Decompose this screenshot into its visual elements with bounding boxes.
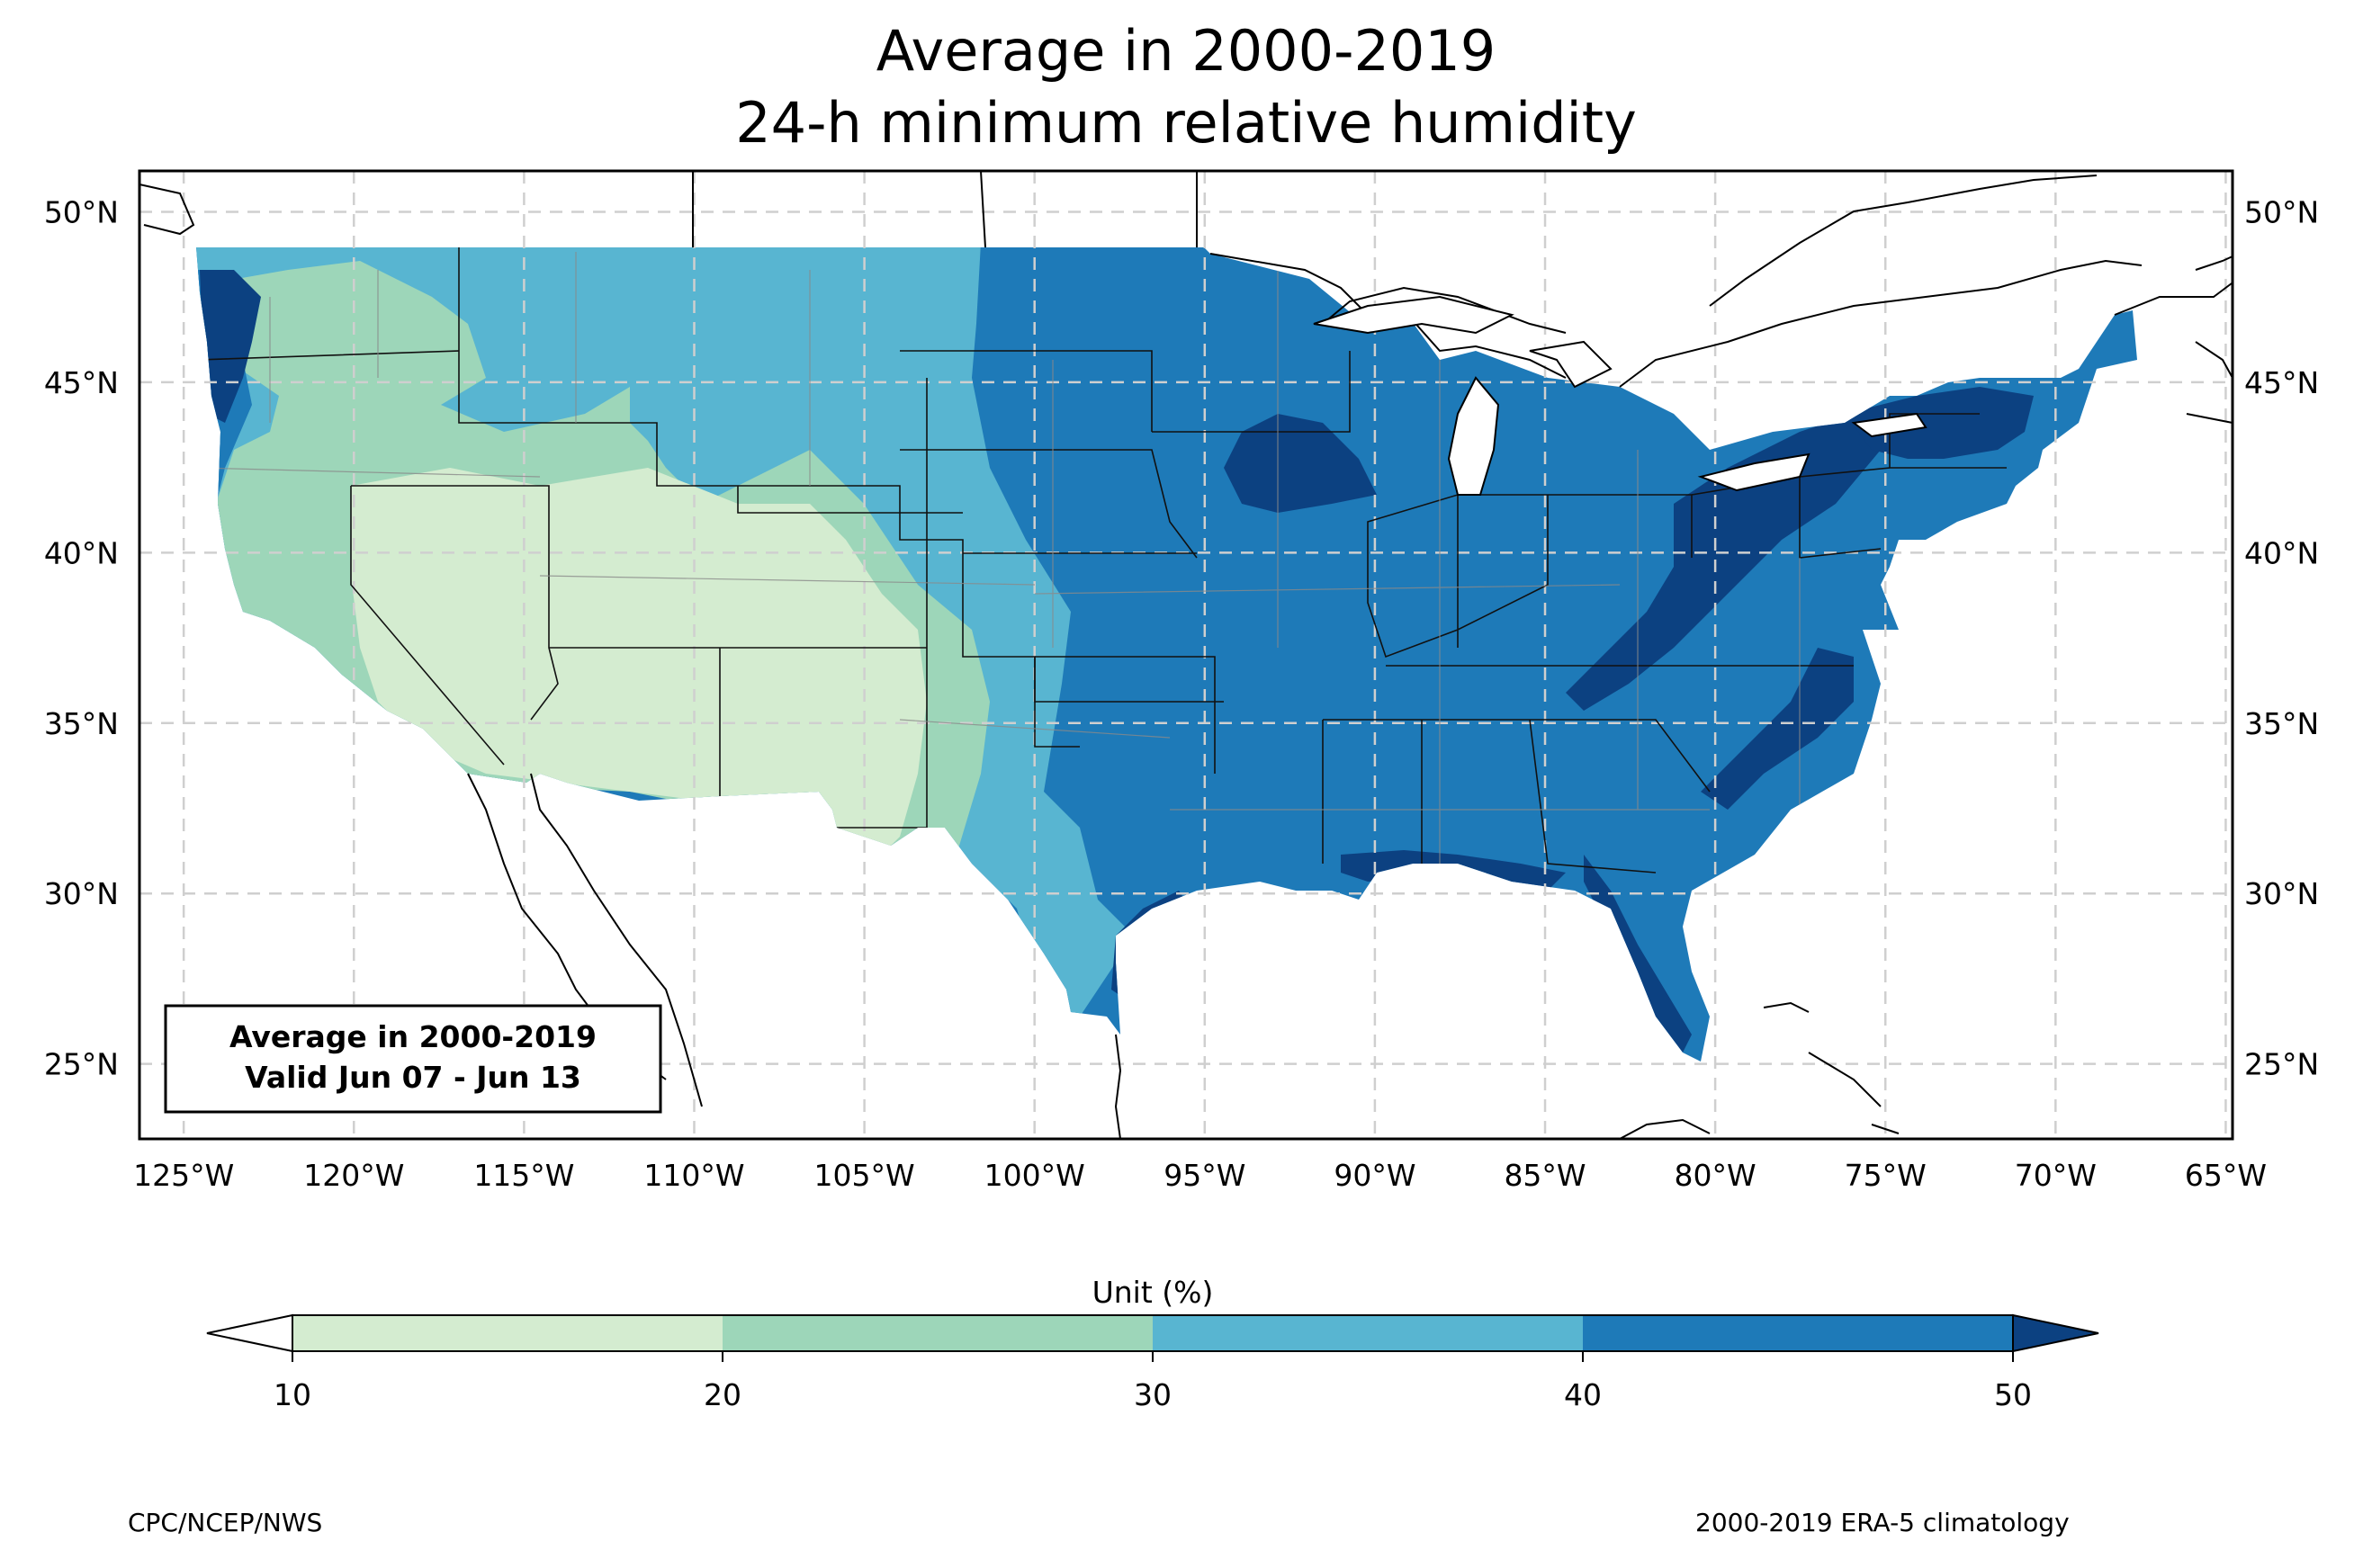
latitude-labels-right: 50°N 45°N 40°N 35°N 30°N 25°N bbox=[2244, 194, 2319, 1081]
footer-credit: CPC/NCEP/NWS bbox=[128, 1508, 323, 1537]
colorbar-unit-label: Unit (%) bbox=[1092, 1275, 1214, 1310]
colorbar-tick-label: 30 bbox=[1134, 1377, 1172, 1412]
lat-tick-label-left: 45°N bbox=[44, 365, 119, 400]
colorbar-bin-30-40 bbox=[1153, 1315, 1583, 1351]
info-box-line-2: Valid Jun 07 - Jun 13 bbox=[245, 1060, 581, 1095]
lat-tick-label-right: 35°N bbox=[2244, 706, 2319, 741]
lon-tick-label: 115°W bbox=[473, 1158, 574, 1193]
lon-tick-label: 80°W bbox=[1675, 1158, 1757, 1193]
lon-tick-label: 125°W bbox=[133, 1158, 234, 1193]
lon-tick-label: 105°W bbox=[814, 1158, 915, 1193]
info-box-line-1: Average in 2000-2019 bbox=[229, 1019, 597, 1054]
latitude-labels-left: 50°N 45°N 40°N 35°N 30°N 25°N bbox=[44, 194, 119, 1081]
fill-above-50-washington bbox=[200, 270, 261, 423]
lon-tick-label: 100°W bbox=[984, 1158, 1085, 1193]
fill-above-50-carolinas bbox=[1701, 648, 1854, 810]
lon-tick-label: 85°W bbox=[1504, 1158, 1586, 1193]
lon-tick-label: 90°W bbox=[1334, 1158, 1415, 1193]
colorbar-tick-label: 10 bbox=[274, 1377, 311, 1412]
info-box: Average in 2000-2019 Valid Jun 07 - Jun … bbox=[164, 1004, 662, 1114]
lat-tick-label-left: 35°N bbox=[44, 706, 119, 741]
fill-above-50-northeast bbox=[1845, 387, 2034, 459]
fill-band-10-20 bbox=[351, 468, 927, 873]
lat-tick-label-left: 40°N bbox=[44, 535, 119, 570]
lat-tick-label-right: 25°N bbox=[2244, 1047, 2319, 1082]
lat-tick-label-right: 50°N bbox=[2244, 194, 2319, 229]
lat-tick-label-right: 40°N bbox=[2244, 535, 2319, 570]
lat-tick-label-left: 50°N bbox=[44, 194, 119, 229]
longitude-labels: 125°W 120°W 115°W 110°W 105°W 100°W 95°W 90°W 85… bbox=[133, 1158, 2267, 1193]
fill-above-50-appalachia bbox=[1566, 414, 1890, 711]
colorbar-tick-label: 50 bbox=[1994, 1377, 2032, 1412]
lat-tick-label-left: 25°N bbox=[44, 1047, 119, 1082]
fill-above-50-iowa bbox=[1224, 414, 1377, 513]
colorbar-bin-40-50 bbox=[1583, 1315, 2013, 1351]
lat-tick-label-right: 45°N bbox=[2244, 365, 2319, 400]
colorbar-bin-10-20 bbox=[292, 1315, 723, 1351]
lon-tick-label: 95°W bbox=[1164, 1158, 1245, 1193]
lon-tick-label: 110°W bbox=[643, 1158, 744, 1193]
title-line-1: Average in 2000-2019 bbox=[876, 18, 1496, 84]
lon-tick-label: 120°W bbox=[303, 1158, 404, 1193]
lat-tick-label-left: 30°N bbox=[44, 876, 119, 911]
colorbar-extend-low bbox=[206, 1313, 293, 1353]
county-lines bbox=[197, 252, 1801, 882]
map-frame bbox=[138, 169, 2234, 1141]
lat-tick-label-right: 30°N bbox=[2244, 876, 2319, 911]
colorbar-tick-label: 20 bbox=[704, 1377, 741, 1412]
state-borders bbox=[197, 247, 2007, 882]
lon-tick-label: 65°W bbox=[2185, 1158, 2267, 1193]
title-line-2: 24-h minimum relative humidity bbox=[735, 90, 1637, 156]
great-lakes bbox=[1313, 295, 1927, 496]
colorbar-extend-high bbox=[2012, 1313, 2099, 1353]
lon-tick-label: 70°W bbox=[2015, 1158, 2097, 1193]
colorbar: Unit (%) 10 20 30 40 50 bbox=[206, 1275, 2099, 1412]
colorbar-bin-20-30 bbox=[723, 1315, 1153, 1351]
lon-tick-label: 75°W bbox=[1845, 1158, 1927, 1193]
colorbar-tick-label: 40 bbox=[1564, 1377, 1602, 1412]
footer-source: 2000-2019 ERA-5 climatology bbox=[1695, 1508, 2070, 1537]
fill-above-50-florida bbox=[1584, 855, 1692, 1053]
